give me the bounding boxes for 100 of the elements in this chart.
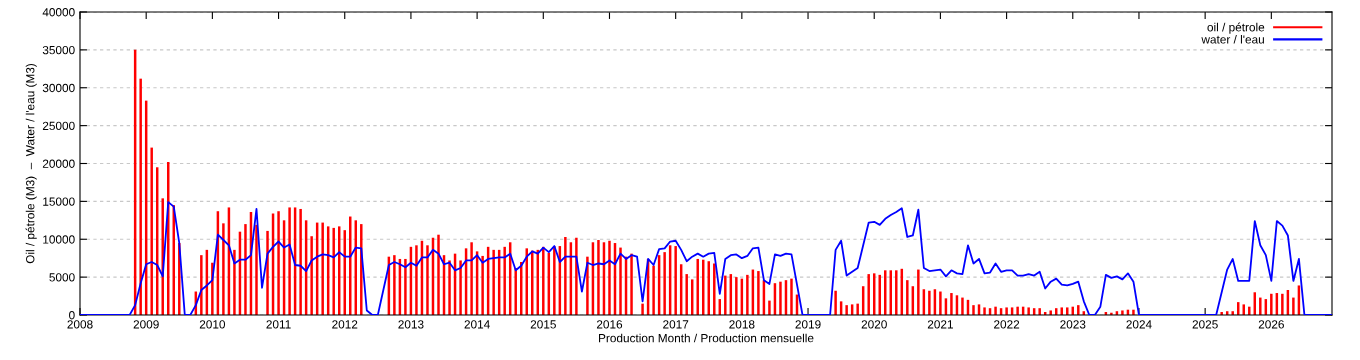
bar [972, 305, 975, 315]
bar [619, 247, 622, 315]
bar [757, 271, 760, 315]
x-tick-label: 2010 [199, 320, 226, 329]
bar [288, 207, 291, 315]
y-tick-label: 0 [69, 311, 75, 320]
bar [586, 256, 589, 315]
x-tick-label: 2013 [398, 320, 424, 329]
bar [768, 300, 771, 315]
bar [266, 230, 269, 315]
x-tick-label: 2008 [67, 320, 93, 329]
bar [310, 236, 313, 315]
bar [277, 211, 280, 315]
bar [1248, 306, 1251, 315]
bar [1281, 293, 1284, 315]
bar [255, 224, 258, 315]
bar [343, 230, 346, 315]
legend-label: oil / pétrole [1207, 22, 1265, 34]
bar [553, 246, 556, 315]
bar [393, 255, 396, 315]
x-tick-label: 2012 [332, 320, 358, 329]
bar [746, 274, 749, 315]
x-tick-label: 2011 [266, 320, 291, 329]
y-tick-label: 35000 [42, 45, 75, 55]
x-tick-label: 2014 [464, 320, 490, 329]
bar [1121, 310, 1124, 315]
bar [735, 277, 738, 315]
x-axis-title: Production Month / Production mensuelle [599, 333, 814, 343]
bar [1049, 310, 1052, 315]
legend-label: water / l'eau [1201, 34, 1264, 44]
bar [404, 258, 407, 315]
bar [928, 290, 931, 315]
bar [608, 240, 611, 315]
x-tick-label: 2024 [1126, 320, 1152, 329]
bar [437, 234, 440, 315]
bar [514, 268, 517, 315]
bar [575, 237, 578, 315]
bar [630, 253, 633, 315]
bar [867, 274, 870, 315]
bar [299, 208, 302, 315]
bar [641, 303, 644, 315]
bar [652, 265, 655, 315]
y-tick-label: 25000 [42, 121, 75, 131]
bar [1270, 293, 1273, 315]
bar [994, 306, 997, 315]
bar [503, 246, 506, 315]
x-tick-label: 2009 [133, 320, 159, 329]
bar [779, 281, 782, 315]
x-tick-label: 2025 [1192, 320, 1218, 329]
y-tick-label: 20000 [42, 159, 75, 168]
y-axis-title: Oil / pétrole (M3) – Water / l'eau (M3) [25, 63, 37, 264]
bar [481, 255, 484, 315]
bar [492, 249, 495, 315]
bar [724, 275, 727, 315]
bar [961, 297, 964, 315]
bar [150, 147, 153, 315]
bar [597, 240, 600, 315]
bar [906, 280, 909, 315]
x-tick-label: 2023 [1060, 320, 1086, 329]
bar [939, 291, 942, 315]
y-tick-label: 10000 [43, 235, 75, 244]
bar [1292, 297, 1295, 315]
bar [459, 260, 462, 315]
bar [200, 255, 203, 315]
bar [321, 222, 324, 315]
bar [426, 245, 429, 315]
bar [895, 270, 898, 315]
x-tick-label: 2022 [994, 320, 1020, 329]
bar [415, 245, 418, 315]
bar [713, 263, 716, 315]
x-tick-label: 2021 [927, 320, 953, 329]
bar [1027, 307, 1030, 315]
bar [917, 269, 920, 315]
bar [856, 303, 859, 315]
bar [696, 258, 699, 315]
bar [845, 305, 848, 315]
bar [1016, 306, 1019, 315]
bar [1231, 311, 1234, 315]
bar [332, 227, 335, 315]
y-tick-label: 40000 [42, 8, 75, 17]
bar [531, 250, 534, 315]
bar [1077, 305, 1080, 315]
bar [790, 278, 793, 315]
bar [878, 274, 881, 315]
y-tick-label: 30000 [42, 83, 75, 93]
bar [1132, 309, 1135, 315]
bar [233, 249, 236, 315]
bar [222, 223, 225, 315]
bar [663, 252, 666, 315]
x-tick-label: 2020 [861, 320, 887, 329]
y-tick-label: 15000 [43, 197, 75, 206]
bar [1038, 308, 1041, 315]
bar [564, 236, 567, 315]
bar [674, 246, 677, 315]
bar [542, 246, 545, 315]
bar [1259, 297, 1262, 315]
bar [244, 224, 247, 315]
x-tick-label: 2017 [663, 320, 689, 329]
bar [448, 260, 451, 315]
bar [685, 274, 688, 315]
